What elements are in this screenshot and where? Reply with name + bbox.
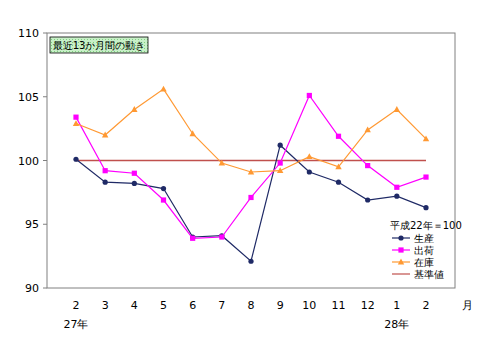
point <box>161 186 166 191</box>
x-tick-label: 6 <box>189 299 196 312</box>
year-label: 27年 <box>64 318 89 331</box>
title: 最近13か月間の動き <box>53 40 146 51</box>
point <box>102 132 108 138</box>
y-tick <box>43 224 47 225</box>
year-label: 28年 <box>384 318 409 331</box>
point <box>364 127 370 133</box>
y-tick-label: 90 <box>25 282 39 295</box>
point <box>365 163 370 168</box>
point <box>190 236 195 241</box>
point <box>73 157 78 162</box>
legend-label: 基準値 <box>414 269 444 280</box>
point <box>160 86 166 92</box>
point <box>277 167 283 173</box>
point <box>335 163 341 169</box>
chart: 90951001051102345678910111212月27年28年最近13… <box>0 0 480 351</box>
legend-label: 在庫 <box>414 257 434 268</box>
point <box>394 106 400 112</box>
x-tick-label: 1 <box>393 299 400 312</box>
y-tick <box>43 96 47 97</box>
legend-title: 平成22年＝100 <box>390 220 462 231</box>
legend-marker <box>398 259 404 265</box>
point <box>131 106 137 112</box>
y-tick-label: 95 <box>25 218 39 231</box>
point <box>161 197 166 202</box>
y-tick-label: 100 <box>18 155 39 168</box>
point <box>307 169 312 174</box>
y-tick-label: 105 <box>18 91 39 104</box>
point <box>73 120 79 126</box>
x-tick-label: 3 <box>102 299 109 312</box>
series-3 <box>76 160 426 161</box>
point <box>219 160 225 166</box>
x-tick-label: 5 <box>160 299 167 312</box>
point <box>248 195 253 200</box>
point <box>336 134 341 139</box>
x-tick-label: 11 <box>332 299 346 312</box>
point <box>307 93 312 98</box>
point <box>132 181 137 186</box>
y-tick <box>43 33 47 34</box>
series-line <box>76 89 426 172</box>
x-tick-label: 2 <box>423 299 430 312</box>
plot-frame <box>47 33 455 288</box>
point <box>73 115 78 120</box>
x-tick-label: 10 <box>302 299 316 312</box>
series-1 <box>73 93 428 241</box>
series-2 <box>73 86 429 175</box>
point <box>248 259 253 264</box>
plot-area <box>73 86 429 264</box>
point <box>394 194 399 199</box>
series-line <box>76 160 426 162</box>
point <box>103 168 108 173</box>
point <box>306 153 312 159</box>
legend: 平成22年＝100 生産出荷在庫基準値 <box>390 220 462 280</box>
y-tick <box>43 160 47 161</box>
x-tick-label: 12 <box>361 299 375 312</box>
point <box>423 205 428 210</box>
legend-label: 生産 <box>414 233 434 244</box>
x-tick-label: 9 <box>277 299 284 312</box>
point <box>278 143 283 148</box>
title-box <box>50 37 148 53</box>
legend-marker <box>398 247 403 252</box>
x-tick-label: 2 <box>73 299 80 312</box>
legend-swatch <box>392 273 410 274</box>
point <box>219 234 224 239</box>
series-line <box>76 95 426 238</box>
x-tick-label: 8 <box>248 299 255 312</box>
x-tick-label: 7 <box>218 299 225 312</box>
y-tick <box>43 288 47 289</box>
point <box>423 135 429 141</box>
x-tick-label: 4 <box>131 299 138 312</box>
x-axis-label: 月 <box>462 299 473 312</box>
point <box>278 160 283 165</box>
series-0 <box>73 143 428 264</box>
legend-label: 出荷 <box>414 245 434 256</box>
point <box>103 180 108 185</box>
point <box>336 180 341 185</box>
point <box>248 169 254 175</box>
point <box>365 197 370 202</box>
legend-marker <box>398 235 403 240</box>
point <box>394 185 399 190</box>
series-line <box>76 145 426 261</box>
point <box>423 174 428 179</box>
point <box>132 171 137 176</box>
point <box>189 130 195 136</box>
y-tick-label: 110 <box>18 27 39 40</box>
